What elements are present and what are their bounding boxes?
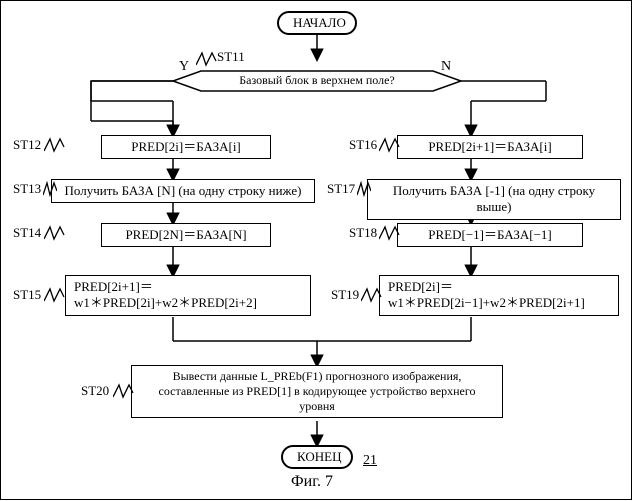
- box-st16-text: PRED[2i+1]＝БАЗА[i]: [428, 139, 551, 154]
- box-st15: PRED[2i+1]＝ w1＊PRED[2i]+w2＊PRED[2i+2]: [65, 275, 311, 316]
- box-st15-line1: PRED[2i+1]＝: [74, 279, 153, 294]
- end-terminal: КОНЕЦ: [281, 445, 353, 469]
- start-label: НАЧАЛО: [293, 15, 346, 30]
- step-zig-icon: [379, 137, 401, 153]
- step-label-st16: ST16: [349, 137, 377, 153]
- decision-node: Базовый блок в верхнем поле?: [206, 73, 428, 88]
- step-zig-icon: [44, 225, 66, 241]
- box-st14: PRED[2N]＝БАЗА[N]: [101, 223, 271, 247]
- box-st12-text: PRED[2i]＝БАЗА[i]: [131, 139, 241, 154]
- start-terminal: НАЧАЛО: [277, 11, 357, 35]
- step-label-st19: ST19: [331, 287, 359, 303]
- step-zig-icon: [113, 383, 135, 399]
- step-label-st13: ST13: [13, 181, 41, 197]
- flowchart-canvas: НАЧАЛО КОНЕЦ Базовый блок в верхнем поле…: [0, 0, 632, 500]
- box-st20-line2: составленные из PRED[1] в кодирующее уст…: [159, 384, 476, 398]
- step-label-st15: ST15: [13, 287, 41, 303]
- step-zig-icon: [361, 287, 383, 303]
- box-st13: Получить БАЗА [N] (на одну строку ниже): [51, 179, 315, 203]
- step-label-st20: ST20: [81, 383, 109, 399]
- page-number: 21: [363, 453, 377, 469]
- box-st18-text: PRED[−1]＝БАЗА[−1]: [428, 227, 551, 242]
- end-label: КОНЕЦ: [297, 449, 341, 464]
- box-st16: PRED[2i+1]＝БАЗА[i]: [397, 135, 583, 159]
- step-zig-icon: [44, 137, 66, 153]
- step-label-st18: ST18: [349, 225, 377, 241]
- step-zig-icon: [379, 225, 401, 241]
- step-label-st17: ST17: [327, 181, 355, 197]
- box-st17: Получить БАЗА [-1] (на одну строку выше): [367, 179, 621, 220]
- step-zig-icon: [196, 51, 218, 67]
- yes-label: Y: [179, 59, 189, 75]
- box-st19: PRED[2i]＝ w1＊PRED[2i−1]+w2＊PRED[2i+1]: [379, 275, 619, 316]
- no-label: N: [441, 59, 451, 75]
- box-st13-text: Получить БАЗА [N] (на одну строку ниже): [65, 183, 302, 198]
- box-st20-line3: уровня: [299, 399, 335, 413]
- box-st12: PRED[2i]＝БАЗА[i]: [101, 135, 271, 159]
- step-zig-icon: [44, 287, 66, 303]
- figure-caption: Фиг. 7: [291, 473, 333, 491]
- step-label-st11: ST11: [217, 49, 245, 65]
- decision-text: Базовый блок в верхнем поле?: [239, 73, 395, 87]
- box-st14-text: PRED[2N]＝БАЗА[N]: [125, 227, 246, 242]
- step-zig-icon: [357, 181, 371, 197]
- box-st18: PRED[−1]＝БАЗА[−1]: [397, 223, 583, 247]
- step-label-st12: ST12: [13, 137, 41, 153]
- box-st19-line1: PRED[2i]＝: [388, 279, 453, 294]
- box-st20: Вывести данные L_PREb(F1) прогнозного из…: [131, 365, 503, 418]
- box-st20-line1: Вывести данные L_PREb(F1) прогнозного из…: [173, 369, 462, 383]
- step-zig-icon: [43, 181, 57, 197]
- box-st17-text: Получить БАЗА [-1] (на одну строку выше): [393, 183, 595, 214]
- step-label-st14: ST14: [13, 225, 41, 241]
- box-st19-line2: w1＊PRED[2i−1]+w2＊PRED[2i+1]: [388, 295, 585, 310]
- box-st15-line2: w1＊PRED[2i]+w2＊PRED[2i+2]: [74, 295, 257, 310]
